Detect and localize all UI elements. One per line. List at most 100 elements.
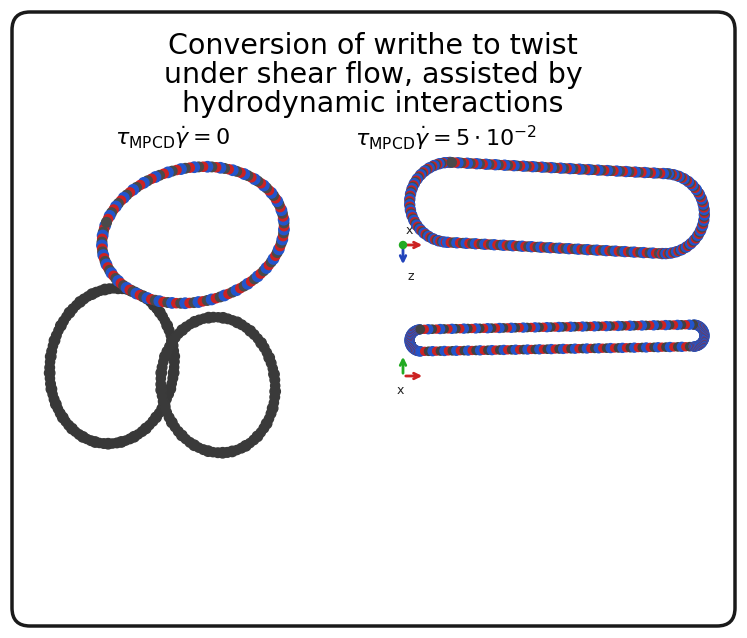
Circle shape <box>471 324 480 333</box>
Circle shape <box>436 347 444 355</box>
Circle shape <box>555 345 563 353</box>
Circle shape <box>701 332 708 340</box>
Circle shape <box>696 323 704 331</box>
Circle shape <box>267 359 276 368</box>
Circle shape <box>698 199 708 209</box>
Circle shape <box>625 321 634 330</box>
Circle shape <box>220 164 229 173</box>
Circle shape <box>279 228 288 237</box>
Circle shape <box>181 163 190 173</box>
Circle shape <box>103 214 113 223</box>
Circle shape <box>681 243 689 253</box>
Circle shape <box>117 196 125 205</box>
Circle shape <box>692 186 701 195</box>
Circle shape <box>409 344 416 352</box>
Circle shape <box>630 322 638 330</box>
Circle shape <box>421 347 429 355</box>
Circle shape <box>415 325 424 334</box>
Circle shape <box>698 196 707 205</box>
Circle shape <box>232 317 243 327</box>
Circle shape <box>630 343 639 352</box>
Circle shape <box>480 239 490 249</box>
Circle shape <box>583 165 594 175</box>
Circle shape <box>547 345 556 353</box>
Circle shape <box>74 430 84 440</box>
Circle shape <box>157 404 167 413</box>
Circle shape <box>156 385 167 396</box>
Circle shape <box>503 346 512 354</box>
Circle shape <box>578 322 587 331</box>
Circle shape <box>698 338 707 346</box>
Circle shape <box>406 336 414 343</box>
Circle shape <box>559 323 567 331</box>
Circle shape <box>140 423 151 434</box>
Circle shape <box>515 346 524 353</box>
Circle shape <box>530 242 539 251</box>
Circle shape <box>107 208 117 218</box>
Circle shape <box>122 190 131 200</box>
Circle shape <box>700 329 708 337</box>
Circle shape <box>479 160 487 168</box>
Circle shape <box>658 343 666 351</box>
Circle shape <box>160 402 170 412</box>
Circle shape <box>525 162 534 171</box>
Circle shape <box>700 329 709 338</box>
Circle shape <box>270 381 280 390</box>
Circle shape <box>218 313 229 323</box>
Circle shape <box>56 320 66 331</box>
Circle shape <box>98 234 107 244</box>
Circle shape <box>476 324 484 332</box>
Circle shape <box>177 325 187 336</box>
Circle shape <box>429 234 438 244</box>
Circle shape <box>456 325 464 332</box>
Circle shape <box>117 284 127 293</box>
Circle shape <box>168 367 179 378</box>
Circle shape <box>172 165 181 175</box>
Circle shape <box>433 325 440 333</box>
Circle shape <box>406 207 415 216</box>
Circle shape <box>523 345 532 354</box>
Circle shape <box>474 239 483 248</box>
Circle shape <box>414 222 422 231</box>
Circle shape <box>147 174 156 183</box>
Circle shape <box>134 430 143 439</box>
Circle shape <box>695 341 703 350</box>
Circle shape <box>685 241 694 249</box>
Circle shape <box>75 297 85 307</box>
Circle shape <box>268 254 279 264</box>
Circle shape <box>159 399 170 409</box>
Circle shape <box>169 351 179 362</box>
Circle shape <box>424 347 433 355</box>
Circle shape <box>696 323 705 332</box>
Circle shape <box>439 237 449 247</box>
Circle shape <box>262 348 271 357</box>
Circle shape <box>692 232 701 242</box>
Circle shape <box>481 160 491 169</box>
Circle shape <box>409 328 418 337</box>
Circle shape <box>405 336 414 345</box>
Circle shape <box>170 346 179 355</box>
Circle shape <box>662 343 670 352</box>
Circle shape <box>492 346 500 354</box>
Circle shape <box>695 228 704 237</box>
Circle shape <box>406 202 415 211</box>
Circle shape <box>620 247 630 256</box>
Circle shape <box>156 367 167 378</box>
Circle shape <box>691 184 701 195</box>
Circle shape <box>697 340 704 348</box>
Circle shape <box>411 327 419 335</box>
Circle shape <box>258 181 269 191</box>
Circle shape <box>163 167 173 177</box>
Circle shape <box>626 344 634 352</box>
Circle shape <box>639 168 650 177</box>
Circle shape <box>568 244 577 253</box>
Circle shape <box>146 295 156 304</box>
Circle shape <box>511 345 520 354</box>
Circle shape <box>167 417 177 427</box>
Circle shape <box>574 164 584 174</box>
Circle shape <box>438 159 447 167</box>
Circle shape <box>699 203 708 212</box>
Circle shape <box>408 182 418 191</box>
Circle shape <box>96 286 105 295</box>
Circle shape <box>684 177 693 187</box>
